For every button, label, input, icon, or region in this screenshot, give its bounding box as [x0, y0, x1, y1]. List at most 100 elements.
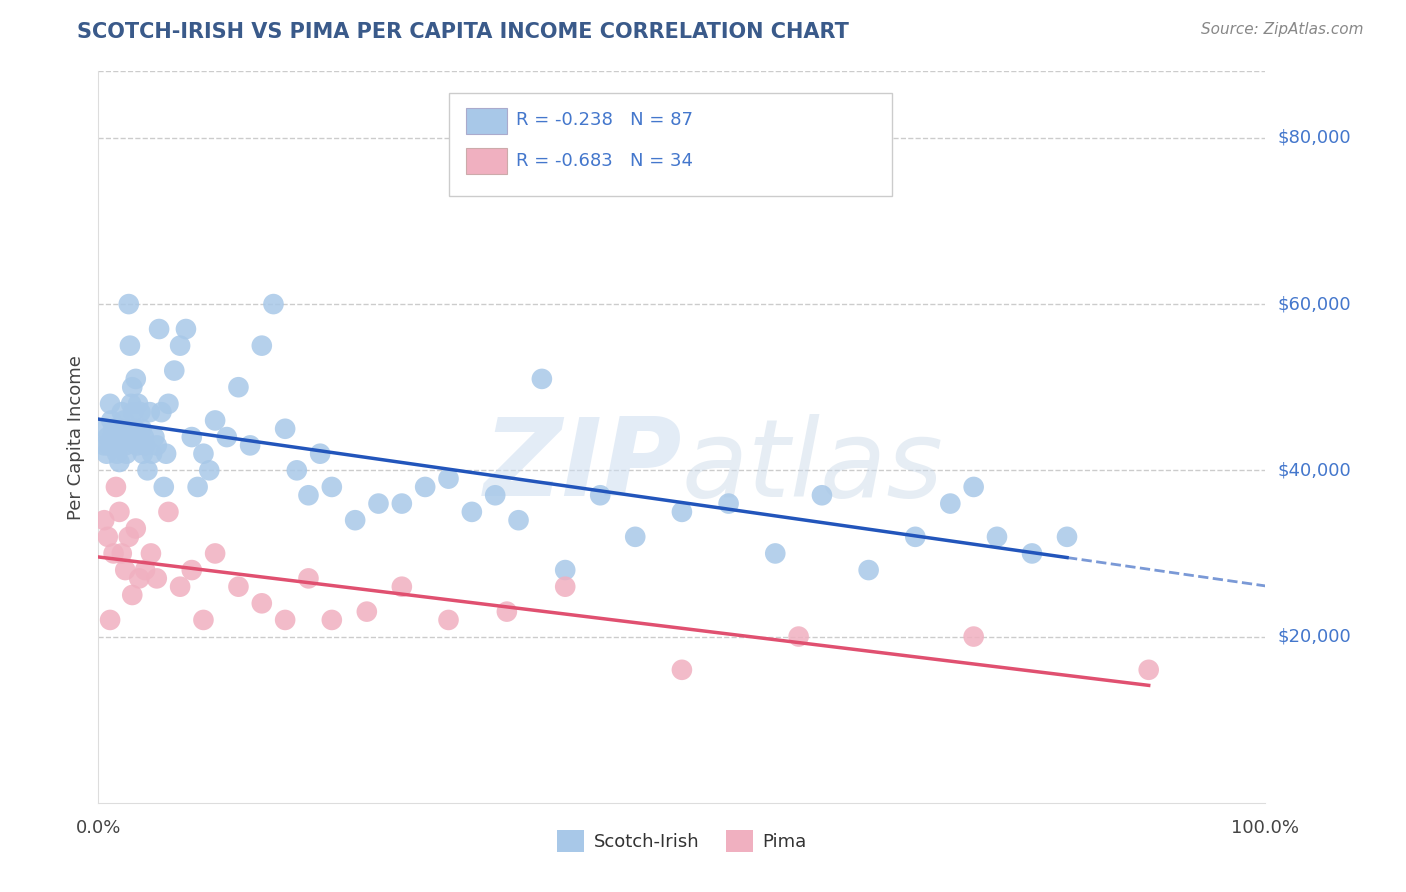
Point	[367, 497, 389, 511]
Point	[128, 430, 150, 444]
Point	[97, 430, 120, 444]
Point	[104, 430, 127, 444]
Point	[118, 297, 141, 311]
Point	[309, 447, 332, 461]
FancyBboxPatch shape	[449, 94, 891, 195]
Point	[321, 613, 343, 627]
Point	[103, 546, 125, 560]
Point	[250, 338, 273, 352]
Point	[125, 438, 148, 452]
Point	[321, 480, 343, 494]
Text: $60,000: $60,000	[1277, 295, 1351, 313]
Point	[413, 480, 436, 494]
Point	[157, 505, 180, 519]
Point	[98, 613, 121, 627]
Point	[97, 438, 120, 452]
Point	[143, 430, 166, 444]
Point	[136, 463, 159, 477]
Text: Source: ZipAtlas.com: Source: ZipAtlas.com	[1201, 22, 1364, 37]
Point	[122, 405, 145, 419]
Point	[198, 463, 221, 477]
FancyBboxPatch shape	[465, 148, 508, 174]
Point	[93, 438, 115, 452]
Point	[1056, 530, 1078, 544]
Point	[96, 447, 118, 461]
Point	[193, 613, 215, 627]
Point	[437, 613, 460, 627]
Text: R = -0.238   N = 87: R = -0.238 N = 87	[516, 112, 693, 129]
Point	[437, 472, 460, 486]
Point	[98, 397, 121, 411]
Point	[274, 422, 297, 436]
Point	[1137, 663, 1160, 677]
Text: $40,000: $40,000	[1277, 461, 1351, 479]
Point	[180, 430, 202, 444]
Point	[624, 530, 647, 544]
Point	[391, 580, 413, 594]
Point	[101, 430, 124, 444]
Point	[114, 438, 136, 452]
Point	[125, 521, 148, 535]
Point	[274, 613, 297, 627]
Point	[148, 322, 170, 336]
Point	[139, 546, 162, 560]
Point	[127, 397, 149, 411]
Point	[508, 513, 530, 527]
Point	[150, 405, 173, 419]
Point	[239, 438, 262, 452]
Point	[297, 571, 319, 585]
Point	[131, 422, 153, 436]
Point	[108, 455, 131, 469]
Point	[554, 580, 576, 594]
Point	[356, 605, 378, 619]
Point	[129, 405, 152, 419]
Point	[187, 480, 209, 494]
Point	[717, 497, 740, 511]
Point	[134, 563, 156, 577]
Point	[124, 422, 146, 436]
Point	[344, 513, 367, 527]
Legend: Scotch-Irish, Pima: Scotch-Irish, Pima	[550, 823, 814, 860]
Point	[132, 430, 155, 444]
Point	[763, 546, 786, 560]
Text: ZIP: ZIP	[484, 413, 682, 519]
Point	[146, 438, 169, 452]
Point	[285, 463, 308, 477]
Point	[180, 563, 202, 577]
Point	[1021, 546, 1043, 560]
Point	[94, 422, 117, 436]
FancyBboxPatch shape	[465, 108, 508, 134]
Y-axis label: Per Capita Income: Per Capita Income	[66, 355, 84, 519]
Point	[121, 588, 143, 602]
Point	[125, 372, 148, 386]
Point	[134, 438, 156, 452]
Point	[484, 488, 506, 502]
Point	[152, 480, 174, 494]
Point	[530, 372, 553, 386]
Point	[111, 430, 134, 444]
Point	[554, 563, 576, 577]
Point	[262, 297, 284, 311]
Point	[169, 580, 191, 594]
Point	[104, 480, 127, 494]
Point	[193, 447, 215, 461]
Point	[939, 497, 962, 511]
Point	[105, 447, 128, 461]
Point	[111, 546, 134, 560]
Point	[228, 580, 250, 594]
Point	[163, 363, 186, 377]
Point	[671, 505, 693, 519]
Point	[111, 405, 134, 419]
Point	[121, 380, 143, 394]
Point	[108, 505, 131, 519]
Point	[204, 413, 226, 427]
Point	[215, 430, 238, 444]
Point	[128, 571, 150, 585]
Point	[120, 397, 142, 411]
Point	[118, 338, 141, 352]
Point	[103, 422, 125, 436]
Point	[155, 447, 177, 461]
Point	[132, 447, 155, 461]
Point	[962, 630, 984, 644]
Point	[93, 513, 115, 527]
